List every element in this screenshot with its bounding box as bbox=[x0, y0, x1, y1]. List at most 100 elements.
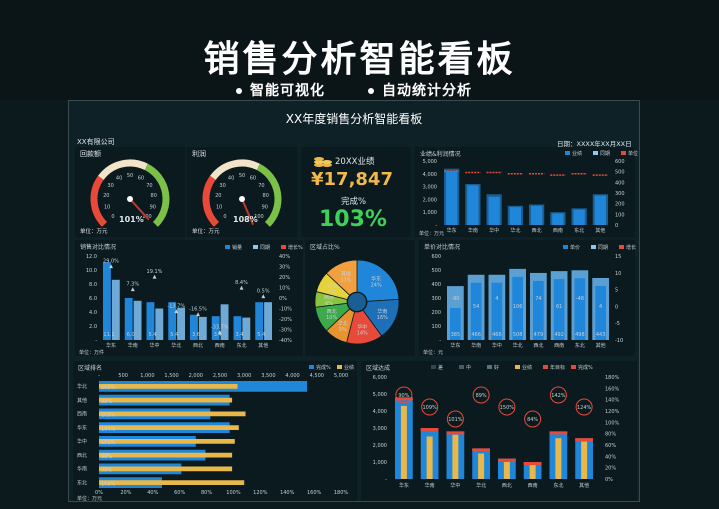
x-bottom-tick-label: 0% bbox=[95, 490, 103, 496]
y2-tick-label: -30% bbox=[279, 328, 292, 334]
rate-circle bbox=[498, 398, 516, 416]
data-label: 11.1 bbox=[103, 332, 114, 338]
rate-label: 142% bbox=[551, 393, 566, 399]
y-tick-label: 华中 bbox=[77, 438, 87, 445]
y-tick-label: 华北 bbox=[77, 383, 87, 390]
rate-label: 109% bbox=[101, 413, 116, 419]
y-tick-label: 500 bbox=[431, 268, 441, 274]
gauge-tick-label: 30 bbox=[107, 183, 113, 189]
y2-tick-label: -10 bbox=[615, 338, 623, 344]
bar-perf bbox=[478, 453, 485, 479]
y-tick-label: 东北 bbox=[77, 479, 87, 486]
bar-perf bbox=[529, 462, 536, 479]
x-top-tick-label: 500 bbox=[118, 373, 128, 379]
y2-tick-label: 5 bbox=[615, 288, 618, 294]
y-tick-label: - bbox=[439, 338, 441, 344]
gauge-tick-label: 50 bbox=[127, 173, 133, 179]
slice-name: 华南 bbox=[377, 308, 387, 315]
legend-label: 单位 bbox=[628, 150, 638, 157]
y-tick-label: 西北 bbox=[77, 452, 87, 459]
legend-swatch bbox=[253, 245, 258, 249]
x-tick-label: 西南 bbox=[528, 482, 538, 489]
company-name: XX有限公司 bbox=[77, 138, 115, 146]
x-top-tick-label: 1,000 bbox=[140, 373, 154, 379]
y-tick-label: 5,000 bbox=[373, 392, 387, 398]
x-tick-label: 其他 bbox=[595, 227, 605, 234]
bar-sales bbox=[211, 316, 220, 340]
y2-tick-label: 200 bbox=[615, 202, 625, 208]
data-label: 5.4 bbox=[257, 332, 265, 338]
gauge-tick-label: 100 bbox=[254, 214, 264, 220]
x-tick-label: 其他 bbox=[579, 482, 589, 489]
y-tick-label: 1,000 bbox=[373, 460, 387, 466]
page-title: 销售分析智能看板 bbox=[203, 39, 516, 80]
legend-label: 业绩 bbox=[344, 364, 354, 371]
bar-sales bbox=[103, 262, 111, 340]
gauge-tick-label: 30 bbox=[219, 183, 225, 189]
growth-label: 61 bbox=[556, 304, 562, 310]
gauge-tick-label: 80 bbox=[151, 193, 157, 199]
bar-rate bbox=[99, 439, 235, 444]
y-tick-label: 4,000 bbox=[373, 409, 387, 415]
x-tick-label: 华北 bbox=[171, 342, 181, 349]
x-tick-label: 华南 bbox=[468, 227, 478, 234]
x-tick-label: 西北 bbox=[533, 342, 543, 349]
y2-tick-label: 100 bbox=[615, 212, 625, 218]
x-top-tick-label: 4,000 bbox=[285, 373, 299, 379]
panel-title: 业绩&利润情况 bbox=[420, 150, 461, 158]
gauge-needle bbox=[241, 198, 255, 226]
gauge-tick-label: 90 bbox=[262, 204, 268, 210]
y2-tick-label: 600 bbox=[615, 159, 625, 165]
x-tick-label: 西南 bbox=[215, 342, 225, 349]
growth-label: -13.7% bbox=[167, 303, 185, 309]
bar-sales bbox=[190, 314, 198, 340]
target-marker bbox=[420, 428, 439, 431]
y2-tick-label: 120% bbox=[605, 409, 620, 415]
slice-value: 9% bbox=[339, 327, 347, 333]
bar-rate bbox=[99, 452, 233, 458]
legend-label: 好 bbox=[494, 364, 499, 371]
legend-swatch bbox=[281, 245, 286, 249]
legend-swatch bbox=[515, 365, 520, 369]
bar-price bbox=[470, 282, 482, 340]
bar-prior bbox=[111, 279, 120, 340]
bar-series-2 bbox=[573, 209, 585, 225]
growth-marker: ▲ bbox=[240, 285, 244, 291]
x-top-tick-label: 1,500 bbox=[164, 373, 178, 379]
data-label: 492 bbox=[554, 332, 564, 338]
y2-tick-label: 140% bbox=[605, 398, 620, 404]
x-top-tick-label: 3,500 bbox=[261, 373, 275, 379]
y2-tick-label: -20% bbox=[279, 317, 292, 323]
y2-tick-label: 160% bbox=[605, 386, 620, 392]
x-tick-label: 华北 bbox=[510, 227, 520, 234]
kpi-value: ¥17,847 bbox=[311, 169, 393, 190]
x-tick-label: 东北 bbox=[236, 342, 246, 349]
bar-series-2 bbox=[531, 205, 543, 225]
bullet-icon bbox=[236, 88, 242, 94]
rate-label: 99% bbox=[101, 454, 112, 460]
unit-label: 单位：元 bbox=[423, 349, 443, 356]
board-title: XX年度销售分析智能看板 bbox=[285, 112, 423, 126]
bar-prior bbox=[133, 300, 142, 340]
kpi-rate: 103% bbox=[319, 207, 387, 232]
bar-series-2 bbox=[509, 207, 521, 225]
data-label: 6.0 bbox=[127, 332, 135, 338]
data-label: 466 bbox=[492, 332, 502, 338]
gauge-tick-label: 10 bbox=[104, 204, 110, 210]
data-label: 479 bbox=[534, 332, 544, 338]
rate-label: 104% bbox=[101, 426, 116, 432]
gauge-tick-label: 70 bbox=[146, 183, 152, 189]
y2-tick-label: 100% bbox=[605, 420, 620, 426]
sales-compare-chart: 销售对比情况 销量 同期 增长% - 2.0 4.0 6.0 8.0 10.0 12.0 -40% -3… bbox=[79, 243, 303, 356]
slice-name: 华北 bbox=[338, 320, 348, 327]
gauge-band bbox=[256, 163, 282, 227]
legend-swatch bbox=[431, 365, 436, 369]
bar-rate bbox=[99, 425, 239, 430]
x-top-tick-label: 2,000 bbox=[189, 373, 203, 379]
kpi-panel: 20XX业绩 ¥17,847 完成% 103% bbox=[301, 147, 411, 237]
y2-tick-label: 0% bbox=[605, 477, 613, 483]
panel-title: 区域占比% bbox=[310, 243, 340, 251]
unit-price-chart: 单价对比情况 单价 同期 增长 - 100 200 300 400 500 600 -10 -5 0 5 10… bbox=[423, 243, 636, 356]
bar-series-2 bbox=[488, 196, 500, 225]
